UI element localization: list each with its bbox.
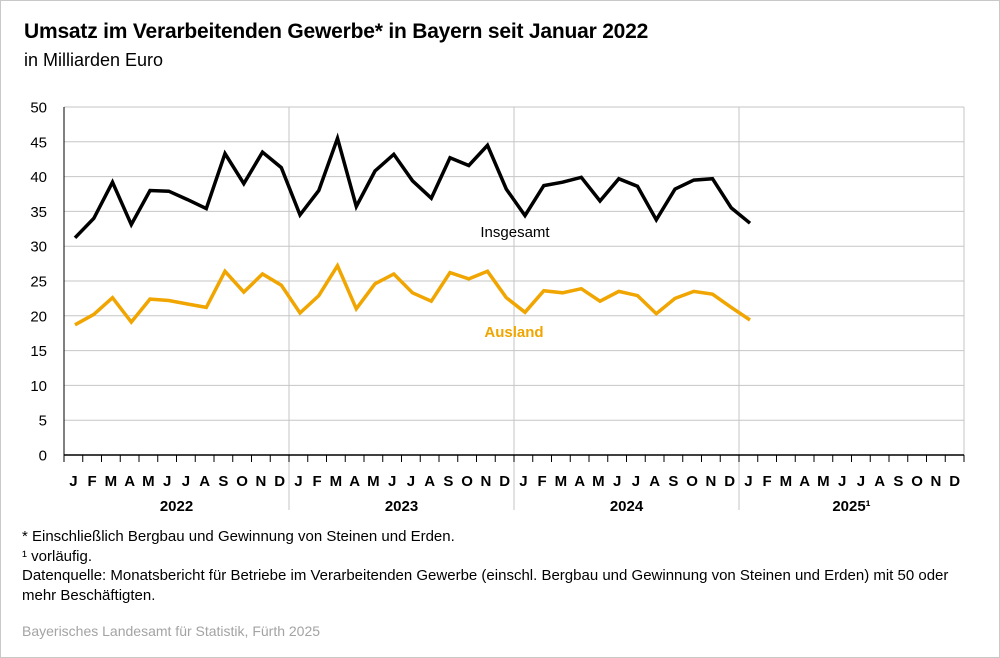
month-label: N: [930, 473, 941, 490]
month-label: S: [893, 473, 903, 490]
month-label: N: [255, 473, 266, 490]
month-label: J: [744, 473, 752, 490]
month-label: J: [163, 473, 171, 490]
y-tick-label: 5: [39, 413, 47, 430]
month-label: J: [182, 473, 190, 490]
month-label: M: [555, 473, 568, 490]
month-label: O: [911, 473, 923, 490]
month-label: M: [330, 473, 343, 490]
month-label: O: [236, 473, 248, 490]
month-label: M: [142, 473, 155, 490]
month-label: J: [838, 473, 846, 490]
month-label: J: [632, 473, 640, 490]
chart-title: Umsatz im Verarbeitenden Gewerbe* in Bay…: [24, 20, 649, 43]
month-label: J: [613, 473, 621, 490]
year-label: 2022: [160, 498, 193, 515]
series-line-insgesamt: [73, 132, 752, 240]
month-label: S: [443, 473, 453, 490]
month-label: A: [124, 473, 135, 490]
footnotes: * Einschließlich Bergbau und Gewinnung v…: [22, 527, 972, 605]
month-label: D: [949, 473, 960, 490]
data-source: Datenquelle: Monatsbericht für Betriebe …: [22, 567, 949, 604]
month-label: A: [649, 473, 660, 490]
month-label: A: [799, 473, 810, 490]
month-label: S: [668, 473, 678, 490]
y-tick-label: 35: [30, 204, 47, 221]
year-label: 2024: [610, 498, 644, 515]
month-label: A: [574, 473, 585, 490]
month-label: F: [538, 473, 547, 490]
month-label: D: [499, 473, 510, 490]
publisher-credit: Bayerisches Landesamt für Statistik, Für…: [22, 623, 321, 639]
month-label: O: [461, 473, 473, 490]
year-label: 2025¹: [832, 498, 870, 515]
month-label: F: [763, 473, 772, 490]
month-label: F: [88, 473, 97, 490]
month-label: D: [274, 473, 285, 490]
month-label: J: [294, 473, 302, 490]
month-label: M: [592, 473, 605, 490]
y-tick-label: 30: [30, 239, 47, 256]
month-label: F: [313, 473, 322, 490]
month-label: N: [705, 473, 716, 490]
footnote-one: ¹ vorläufig.: [22, 547, 93, 565]
month-label: J: [519, 473, 527, 490]
y-tick-label: 25: [30, 274, 47, 291]
chart-subtitle: in Milliarden Euro: [24, 50, 164, 70]
month-label: A: [199, 473, 210, 490]
month-label: A: [424, 473, 435, 490]
month-label: M: [817, 473, 830, 490]
month-label: J: [388, 473, 396, 490]
month-label: J: [857, 473, 865, 490]
month-label: A: [349, 473, 360, 490]
month-label: A: [874, 473, 885, 490]
month-label: O: [686, 473, 698, 490]
y-tick-label: 10: [30, 378, 47, 395]
month-label: M: [105, 473, 118, 490]
year-label: 2023: [385, 498, 418, 515]
series-label-ausland: Ausland: [484, 324, 543, 341]
y-tick-label: 50: [30, 100, 47, 117]
month-label: N: [480, 473, 491, 490]
y-tick-label: 20: [30, 308, 47, 325]
series-label-insgesamt: Insgesamt: [480, 224, 550, 241]
series-line-ausland: [74, 261, 751, 327]
footnote-star: * Einschließlich Bergbau und Gewinnung v…: [22, 528, 455, 545]
month-label: S: [218, 473, 228, 490]
month-label: D: [724, 473, 735, 490]
y-tick-label: 0: [39, 448, 47, 465]
month-label: J: [407, 473, 415, 490]
y-tick-label: 15: [30, 343, 47, 360]
month-label: M: [780, 473, 793, 490]
y-tick-label: 45: [30, 134, 47, 151]
y-tick-label: 40: [30, 169, 47, 186]
month-label: M: [367, 473, 380, 490]
month-label: J: [69, 473, 77, 490]
